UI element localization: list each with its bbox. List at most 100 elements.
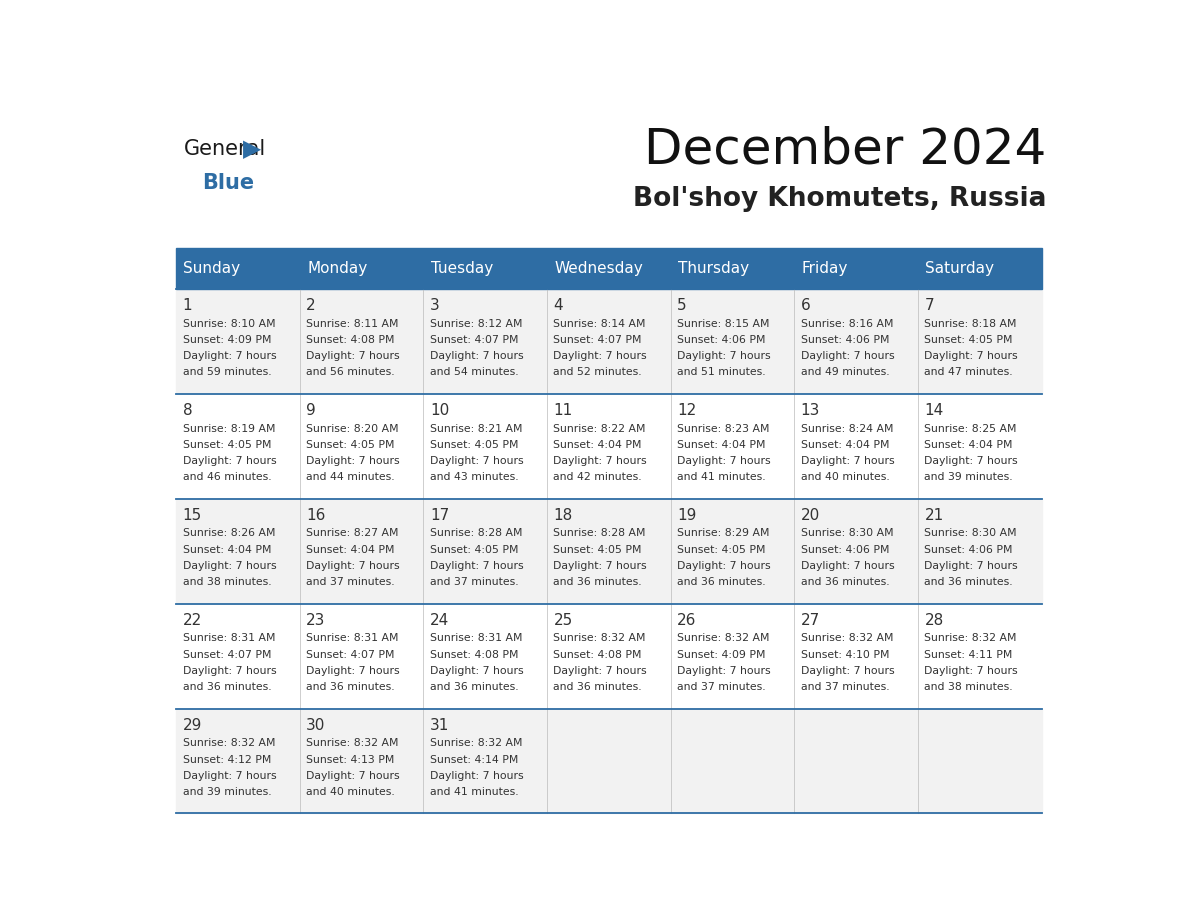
Text: and 40 minutes.: and 40 minutes. xyxy=(801,473,890,482)
Text: 20: 20 xyxy=(801,508,820,523)
Text: and 36 minutes.: and 36 minutes. xyxy=(554,682,642,692)
Bar xyxy=(918,394,1042,498)
Text: Daylight: 7 hours: Daylight: 7 hours xyxy=(307,771,400,781)
Text: 15: 15 xyxy=(183,508,202,523)
Bar xyxy=(546,289,671,394)
Text: Sunrise: 8:32 AM: Sunrise: 8:32 AM xyxy=(924,633,1017,644)
Text: Sunset: 4:04 PM: Sunset: 4:04 PM xyxy=(924,440,1013,450)
Text: 2: 2 xyxy=(307,298,316,313)
Bar xyxy=(671,289,795,394)
Text: 27: 27 xyxy=(801,613,820,628)
Text: 5: 5 xyxy=(677,298,687,313)
Bar xyxy=(299,289,423,394)
Text: and 47 minutes.: and 47 minutes. xyxy=(924,367,1013,377)
Bar xyxy=(671,394,795,498)
Bar xyxy=(795,394,918,498)
Text: Sunset: 4:05 PM: Sunset: 4:05 PM xyxy=(183,440,271,450)
Text: and 41 minutes.: and 41 minutes. xyxy=(430,787,518,797)
Text: December 2024: December 2024 xyxy=(644,125,1047,173)
Text: Sunrise: 8:11 AM: Sunrise: 8:11 AM xyxy=(307,319,399,329)
Text: and 40 minutes.: and 40 minutes. xyxy=(307,787,394,797)
Text: Sunset: 4:06 PM: Sunset: 4:06 PM xyxy=(924,544,1013,554)
Bar xyxy=(795,498,918,604)
Text: Daylight: 7 hours: Daylight: 7 hours xyxy=(801,666,895,676)
Text: Sunrise: 8:10 AM: Sunrise: 8:10 AM xyxy=(183,319,276,329)
Bar xyxy=(423,709,546,813)
Text: Daylight: 7 hours: Daylight: 7 hours xyxy=(801,456,895,466)
Text: and 42 minutes.: and 42 minutes. xyxy=(554,473,642,482)
Text: 9: 9 xyxy=(307,403,316,418)
Bar xyxy=(176,709,299,813)
Text: Daylight: 7 hours: Daylight: 7 hours xyxy=(307,352,400,361)
Text: Sunrise: 8:29 AM: Sunrise: 8:29 AM xyxy=(677,529,770,539)
Text: Daylight: 7 hours: Daylight: 7 hours xyxy=(801,561,895,571)
Text: and 36 minutes.: and 36 minutes. xyxy=(554,577,642,588)
Bar xyxy=(918,709,1042,813)
Text: Sunset: 4:09 PM: Sunset: 4:09 PM xyxy=(677,650,765,660)
Text: Monday: Monday xyxy=(308,261,367,276)
Text: Sunrise: 8:15 AM: Sunrise: 8:15 AM xyxy=(677,319,770,329)
Text: Daylight: 7 hours: Daylight: 7 hours xyxy=(430,666,524,676)
Text: 21: 21 xyxy=(924,508,943,523)
Text: Sunset: 4:06 PM: Sunset: 4:06 PM xyxy=(801,544,890,554)
Text: Daylight: 7 hours: Daylight: 7 hours xyxy=(183,771,276,781)
Text: and 36 minutes.: and 36 minutes. xyxy=(677,577,766,588)
Text: and 51 minutes.: and 51 minutes. xyxy=(677,367,766,377)
Text: Bol'shoy Khomutets, Russia: Bol'shoy Khomutets, Russia xyxy=(633,185,1047,211)
Text: General: General xyxy=(183,139,266,159)
Text: Sunrise: 8:31 AM: Sunrise: 8:31 AM xyxy=(430,633,523,644)
Text: Sunrise: 8:26 AM: Sunrise: 8:26 AM xyxy=(183,529,276,539)
Text: Sunrise: 8:12 AM: Sunrise: 8:12 AM xyxy=(430,319,523,329)
Text: Daylight: 7 hours: Daylight: 7 hours xyxy=(307,456,400,466)
Text: Sunrise: 8:32 AM: Sunrise: 8:32 AM xyxy=(307,738,399,748)
Text: 8: 8 xyxy=(183,403,192,418)
Text: Daylight: 7 hours: Daylight: 7 hours xyxy=(677,456,771,466)
Bar xyxy=(423,498,546,604)
Text: 1: 1 xyxy=(183,298,192,313)
Text: Daylight: 7 hours: Daylight: 7 hours xyxy=(924,561,1018,571)
Text: Daylight: 7 hours: Daylight: 7 hours xyxy=(801,352,895,361)
Text: Sunrise: 8:31 AM: Sunrise: 8:31 AM xyxy=(183,633,276,644)
Bar xyxy=(176,498,299,604)
Text: 12: 12 xyxy=(677,403,696,418)
Text: 7: 7 xyxy=(924,298,934,313)
Bar xyxy=(299,498,423,604)
Bar xyxy=(918,604,1042,709)
Text: Thursday: Thursday xyxy=(678,261,750,276)
Text: Daylight: 7 hours: Daylight: 7 hours xyxy=(924,352,1018,361)
Text: Sunset: 4:04 PM: Sunset: 4:04 PM xyxy=(307,544,394,554)
Text: Daylight: 7 hours: Daylight: 7 hours xyxy=(677,666,771,676)
Text: and 56 minutes.: and 56 minutes. xyxy=(307,367,394,377)
Text: 28: 28 xyxy=(924,613,943,628)
Text: and 36 minutes.: and 36 minutes. xyxy=(307,682,394,692)
Bar xyxy=(423,289,546,394)
Text: Sunset: 4:14 PM: Sunset: 4:14 PM xyxy=(430,755,518,765)
Bar xyxy=(546,604,671,709)
Text: Sunset: 4:08 PM: Sunset: 4:08 PM xyxy=(554,650,642,660)
Text: Sunrise: 8:32 AM: Sunrise: 8:32 AM xyxy=(183,738,276,748)
Bar xyxy=(546,498,671,604)
Text: and 44 minutes.: and 44 minutes. xyxy=(307,473,394,482)
Bar xyxy=(423,394,546,498)
Text: Sunset: 4:05 PM: Sunset: 4:05 PM xyxy=(307,440,394,450)
Bar xyxy=(299,709,423,813)
Bar xyxy=(176,248,1042,289)
Text: Sunset: 4:08 PM: Sunset: 4:08 PM xyxy=(307,335,394,345)
Bar xyxy=(918,498,1042,604)
Bar xyxy=(176,394,299,498)
Text: and 36 minutes.: and 36 minutes. xyxy=(430,682,518,692)
Text: Sunset: 4:05 PM: Sunset: 4:05 PM xyxy=(554,544,642,554)
Text: Sunset: 4:08 PM: Sunset: 4:08 PM xyxy=(430,650,518,660)
Text: Sunrise: 8:25 AM: Sunrise: 8:25 AM xyxy=(924,423,1017,433)
Text: Sunrise: 8:19 AM: Sunrise: 8:19 AM xyxy=(183,423,276,433)
Text: Sunrise: 8:30 AM: Sunrise: 8:30 AM xyxy=(801,529,893,539)
Text: and 39 minutes.: and 39 minutes. xyxy=(924,473,1013,482)
Text: Sunrise: 8:32 AM: Sunrise: 8:32 AM xyxy=(801,633,893,644)
Text: and 36 minutes.: and 36 minutes. xyxy=(801,577,890,588)
Text: Sunset: 4:05 PM: Sunset: 4:05 PM xyxy=(924,335,1013,345)
Bar xyxy=(795,709,918,813)
Text: 3: 3 xyxy=(430,298,440,313)
Text: Daylight: 7 hours: Daylight: 7 hours xyxy=(554,456,647,466)
Text: Daylight: 7 hours: Daylight: 7 hours xyxy=(430,352,524,361)
Text: and 37 minutes.: and 37 minutes. xyxy=(677,682,766,692)
